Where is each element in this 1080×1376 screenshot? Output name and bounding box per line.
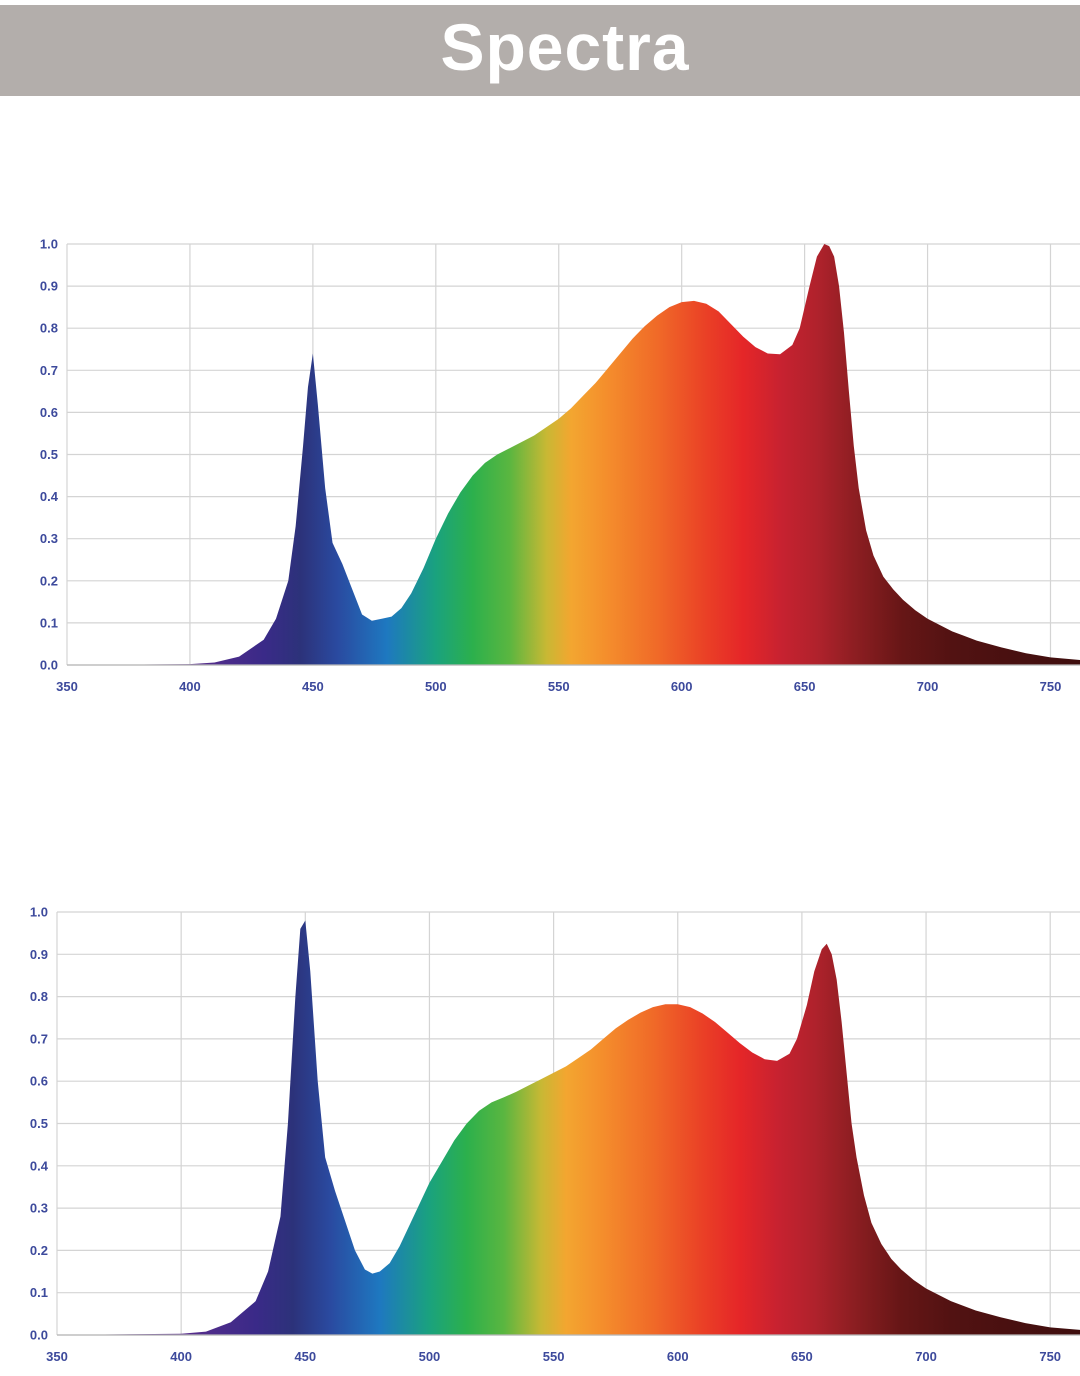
spectrum-chart-1: 0.0 0.1 0.2 0.3 0.4 0.5 0.6 0.7 0.8 0.9 1.0 350 400 4… (40, 237, 1080, 694)
x-tick-label: 650 (794, 679, 816, 694)
title-banner: Spectra (0, 5, 1080, 96)
y-tick-label: 0.7 (30, 1031, 48, 1046)
x-tick-label: 550 (548, 679, 570, 694)
y-tick-label: 0.4 (30, 1158, 49, 1173)
x-tick-label: 550 (543, 1349, 565, 1364)
y-tick-label: 0.1 (40, 615, 58, 630)
x-tick-label: 500 (425, 679, 447, 694)
y-tick-label: 0.0 (30, 1328, 48, 1343)
y-tick-label: 1.0 (40, 237, 58, 252)
y-tick-label: 0.7 (40, 363, 58, 378)
x-tick-label: 350 (56, 679, 78, 694)
y-tick-label: 0.8 (40, 321, 58, 336)
x-tick-label: 400 (179, 679, 201, 694)
x-tick-label: 650 (791, 1349, 813, 1364)
x-tick-label: 500 (419, 1349, 441, 1364)
y-tick-label: 0.9 (40, 279, 58, 294)
x-tick-label: 400 (170, 1349, 192, 1364)
y-tick-label: 0.5 (40, 447, 58, 462)
x-tick-label: 450 (294, 1349, 316, 1364)
y-tick-label: 0.2 (30, 1243, 48, 1258)
x-tick-label: 700 (915, 1349, 937, 1364)
x-tick-label: 750 (1039, 1349, 1061, 1364)
x-tick-label: 350 (46, 1349, 68, 1364)
spectrum-area (57, 920, 1080, 1335)
y-tick-label: 0.0 (40, 658, 58, 673)
spectrum-area (67, 244, 1080, 665)
y-tick-label: 0.2 (40, 573, 58, 588)
y-tick-label: 0.1 (30, 1285, 48, 1300)
spectrum-chart-2: 0.0 0.1 0.2 0.3 0.4 0.5 0.6 0.7 0.8 0.9 1.0 350 400 4… (30, 905, 1080, 1364)
y-tick-label: 0.3 (40, 531, 58, 546)
y-tick-label: 1.0 (30, 905, 48, 920)
page-title: Spectra (440, 9, 690, 84)
x-tick-label: 600 (667, 1349, 689, 1364)
y-tick-label: 0.6 (30, 1074, 48, 1089)
y-tick-label: 0.9 (30, 947, 48, 962)
y-tick-label: 0.6 (40, 405, 58, 420)
x-tick-label: 450 (302, 679, 324, 694)
x-tick-label: 600 (671, 679, 693, 694)
y-tick-label: 0.3 (30, 1201, 48, 1216)
y-tick-label: 0.8 (30, 989, 48, 1004)
y-tick-label: 0.5 (30, 1116, 48, 1131)
x-tick-label: 700 (917, 679, 939, 694)
y-tick-label: 0.4 (40, 489, 59, 504)
x-tick-label: 750 (1040, 679, 1062, 694)
